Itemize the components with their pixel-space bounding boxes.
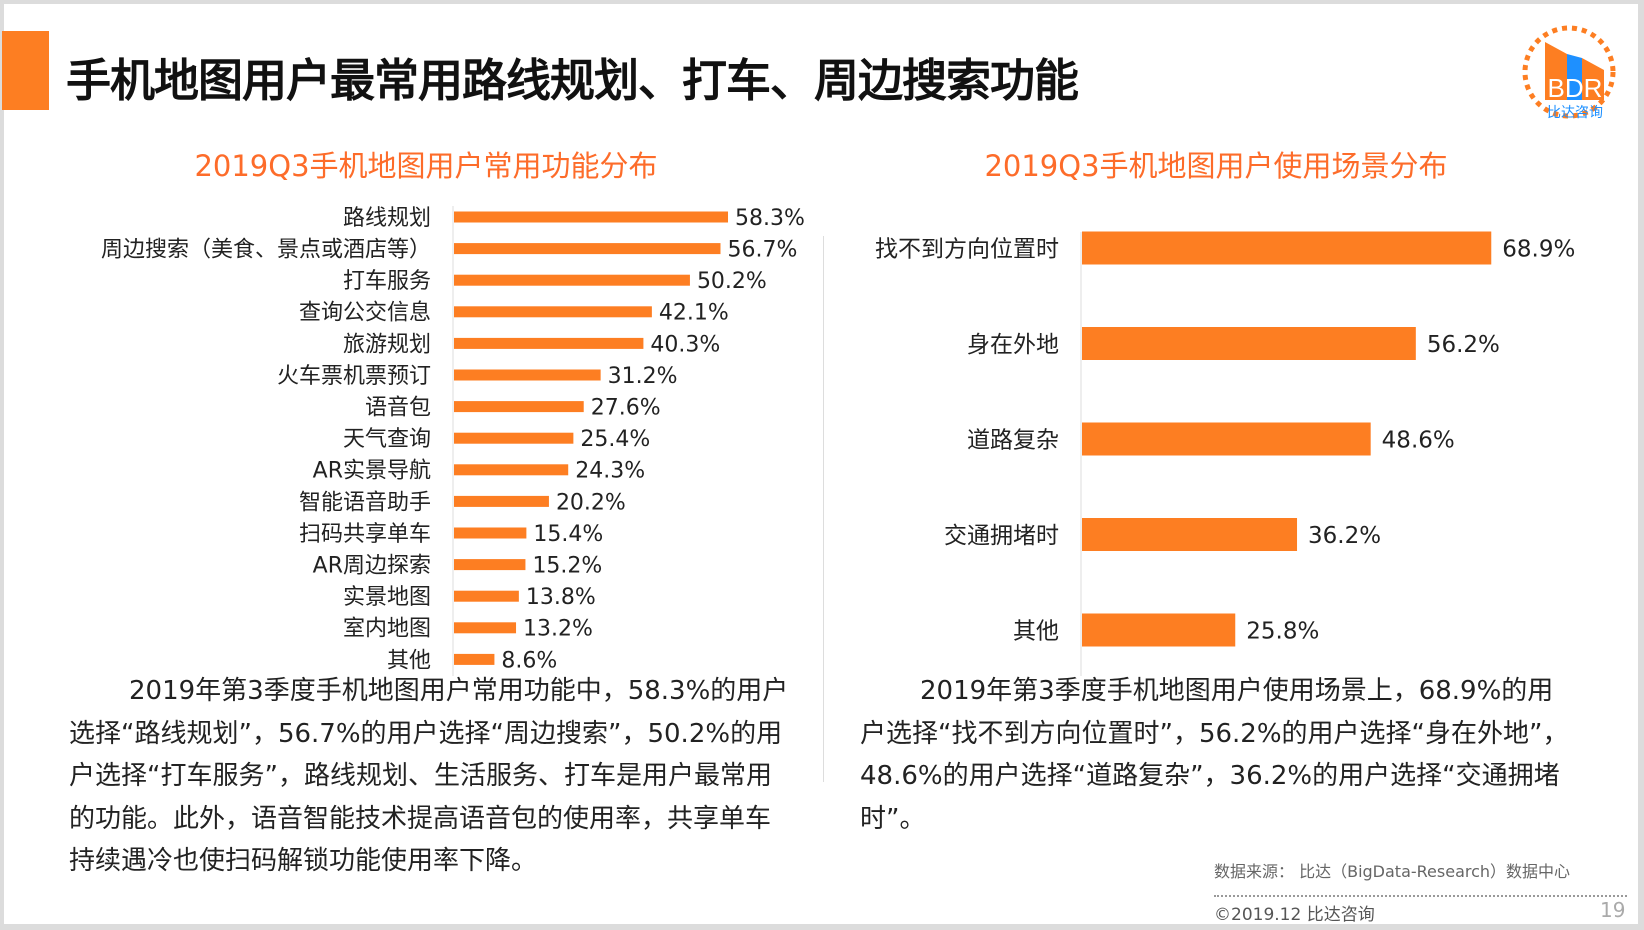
bar-4 bbox=[454, 306, 652, 318]
bar-3 bbox=[1082, 422, 1371, 456]
value-label: 68.9% bbox=[1502, 236, 1575, 262]
value-label: 42.1% bbox=[659, 301, 729, 326]
value-label: 36.2% bbox=[1308, 523, 1381, 549]
bar-3 bbox=[454, 274, 690, 286]
value-label: 27.6% bbox=[591, 396, 661, 421]
category-label: 扫码共享单车 bbox=[299, 522, 431, 547]
right-summary: 2019年第3季度手机地图用户使用场景上，68.9%的用户选择“找不到方向位置时… bbox=[860, 676, 1569, 834]
value-label: 13.2% bbox=[523, 617, 593, 642]
logo-text: BDR bbox=[1548, 73, 1603, 103]
bar-13 bbox=[454, 590, 519, 602]
category-label: 语音包 bbox=[365, 396, 431, 421]
value-label: 13.8% bbox=[526, 585, 596, 610]
value-label: 25.8% bbox=[1246, 618, 1319, 644]
category-label: 打车服务 bbox=[343, 269, 431, 294]
value-label: 56.2% bbox=[1427, 332, 1500, 358]
category-label: 找不到方向位置时 bbox=[875, 236, 1059, 262]
scenarios-bar-chart: 找不到方向位置时 68.9% 身在外地 56.2% 道路复杂 48.6% 交通拥堵时 36.2… bbox=[875, 231, 1575, 676]
chart1-title: 2019Q3手机地图用户常用功能分布 bbox=[194, 149, 658, 183]
bar-8 bbox=[454, 432, 574, 444]
bar-2 bbox=[1082, 327, 1416, 360]
data-source: 数据来源： 比达（BigData-Research）数据中心 bbox=[1214, 862, 1571, 881]
bar-5 bbox=[1082, 613, 1236, 647]
bar-1 bbox=[1082, 231, 1492, 265]
value-label: 15.2% bbox=[532, 554, 602, 579]
bar-5 bbox=[454, 337, 644, 349]
bar-11 bbox=[454, 527, 527, 539]
value-label: 24.3% bbox=[575, 459, 645, 484]
category-label: 周边搜索（美食、景点或酒店等） bbox=[101, 238, 431, 263]
value-label: 40.3% bbox=[650, 332, 720, 357]
category-label: 火车票机票预订 bbox=[277, 364, 431, 389]
value-label: 20.2% bbox=[556, 490, 626, 515]
value-label: 58.3% bbox=[735, 206, 805, 231]
category-label: 其他 bbox=[387, 648, 431, 673]
category-label: 道路复杂 bbox=[967, 427, 1059, 453]
bar-6 bbox=[454, 369, 601, 381]
functions-bar-chart: 路线规划 58.3% 周边搜索（美食、景点或酒店等） 56.7% 打车服务 50.2% 查询… bbox=[101, 206, 805, 676]
page-number: 19 bbox=[1600, 898, 1626, 922]
bar-12 bbox=[454, 559, 526, 571]
category-label: 天气查询 bbox=[343, 427, 431, 452]
bar-14 bbox=[454, 622, 517, 634]
slide: 手机地图用户最常用路线规划、打车、周边搜索功能 BDR 比达咨询 2019Q3手… bbox=[2, 4, 1638, 925]
value-label: 50.2% bbox=[697, 269, 767, 294]
copyright: ©2019.12 比达咨询 bbox=[1214, 905, 1375, 925]
category-label: 交通拥堵时 bbox=[944, 523, 1059, 549]
value-label: 48.6% bbox=[1382, 427, 1455, 453]
category-label: 其他 bbox=[1013, 618, 1059, 644]
bar-2 bbox=[454, 243, 721, 255]
category-label: 路线规划 bbox=[343, 206, 431, 231]
footer-divider bbox=[1214, 895, 1627, 897]
category-label: 查询公交信息 bbox=[299, 301, 431, 326]
bar-10 bbox=[454, 495, 549, 507]
category-label: AR实景导航 bbox=[313, 459, 431, 484]
category-label: 室内地图 bbox=[343, 617, 431, 642]
chart2-title: 2019Q3手机地图用户使用场景分布 bbox=[984, 149, 1448, 183]
value-label: 15.4% bbox=[533, 522, 603, 547]
page-title: 手机地图用户最常用路线规划、打车、周边搜索功能 bbox=[66, 54, 1079, 107]
bdr-logo: BDR 比达咨询 bbox=[1522, 25, 1616, 121]
bar-4 bbox=[1082, 518, 1298, 551]
title-accent-bar bbox=[2, 31, 49, 110]
category-label: 实景地图 bbox=[343, 585, 431, 610]
category-label: 身在外地 bbox=[967, 332, 1059, 358]
bar-7 bbox=[454, 401, 584, 413]
value-label: 8.6% bbox=[501, 648, 557, 673]
logo-subtext: 比达咨询 bbox=[1547, 105, 1603, 121]
value-label: 56.7% bbox=[727, 238, 797, 263]
category-label: AR周边探索 bbox=[313, 554, 431, 579]
category-label: 旅游规划 bbox=[343, 332, 431, 357]
bar-15 bbox=[454, 653, 495, 665]
column-divider bbox=[823, 236, 824, 782]
value-label: 31.2% bbox=[608, 364, 678, 389]
category-label: 智能语音助手 bbox=[299, 490, 431, 515]
bar-1 bbox=[454, 211, 729, 223]
bar-9 bbox=[454, 464, 569, 476]
left-summary: 2019年第3季度手机地图用户常用功能中，58.3%的用户选择“路线规划”，56… bbox=[69, 676, 789, 876]
value-label: 25.4% bbox=[580, 427, 650, 452]
